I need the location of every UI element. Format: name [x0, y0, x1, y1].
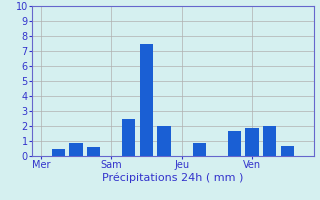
Bar	[140, 44, 153, 156]
Bar	[228, 130, 241, 156]
X-axis label: Précipitations 24h ( mm ): Précipitations 24h ( mm )	[102, 173, 244, 183]
Bar	[69, 142, 83, 156]
Bar	[281, 146, 294, 156]
Bar	[52, 148, 65, 156]
Bar	[157, 126, 171, 156]
Bar	[122, 118, 135, 156]
Bar	[245, 128, 259, 156]
Bar	[87, 147, 100, 156]
Bar	[193, 142, 206, 156]
Bar	[263, 126, 276, 156]
